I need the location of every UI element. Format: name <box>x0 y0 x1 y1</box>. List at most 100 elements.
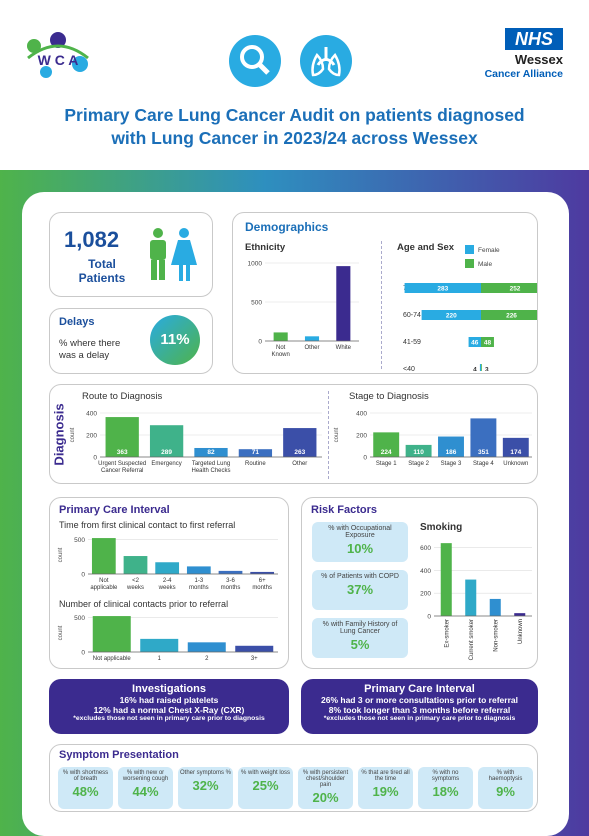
x-tick-label: 3-6 <box>226 578 235 584</box>
y-axis-label: count <box>58 547 64 562</box>
risk-stat-label: % of Patients with COPD <box>321 573 399 580</box>
x-tick-label: months <box>221 585 241 591</box>
risk-stat-value: 37% <box>346 582 374 597</box>
x-tick-label: White <box>336 345 352 351</box>
bar <box>502 437 529 457</box>
x-tick-label: Other <box>304 345 319 351</box>
stage-chart: 0 200 400 count 224 Stage 1 110 Stage 2 186 Stage… <box>334 411 532 467</box>
data-label: 186 <box>446 449 457 456</box>
risk-stat: % with Family History of Lung Cancer 5% <box>312 618 408 658</box>
x-tick-label: Stage 3 <box>441 461 462 467</box>
pci-summary-title: Primary Care Interval <box>364 683 475 695</box>
people-icon <box>150 228 197 281</box>
bar-male <box>481 283 537 293</box>
investigations-line2: 12% had a normal Chest X-Ray (CXR) <box>93 705 245 715</box>
symptom-stat-label: % with persistent chest/shoulder pain <box>302 770 349 788</box>
symptom-stat-label: % with weight loss <box>240 770 291 776</box>
symptom-stat: % with new or worsening cough 44% <box>118 767 173 809</box>
symptom-stat-label: % with no symptoms <box>431 770 460 782</box>
data-label: 71 <box>252 449 260 456</box>
demographics-box: Demographics Ethnicity Age and Sex 0 500 1… <box>232 212 538 374</box>
data-label: 252 <box>510 286 521 293</box>
pci-sub1: Time from first clinical contact to firs… <box>59 520 236 530</box>
bar <box>465 579 477 616</box>
y-tick-label: 400 <box>86 411 97 418</box>
symptom-stat-label: % with haemoptysis <box>488 770 523 782</box>
bar <box>218 570 243 574</box>
bar <box>514 613 526 616</box>
x-tick-label: 2 <box>205 656 209 662</box>
search-icon <box>229 35 281 87</box>
data-label: 48 <box>484 340 492 347</box>
delays-box: Delays % where there was a delay 11% <box>49 308 213 374</box>
y-tick-label: 60-74 <box>403 312 421 319</box>
y-tick-label: 500 <box>251 300 262 307</box>
agesex-title: Age and Sex <box>397 242 455 253</box>
symptom-stat-value: 20% <box>312 790 339 805</box>
data-label: 110 <box>413 449 424 456</box>
x-tick-label: Ex-smoker <box>444 619 450 648</box>
risk-stat: % of Patients with COPD 37% <box>312 570 408 610</box>
header: W C A NHS Wessex Cancer Alliance Primary… <box>0 0 589 170</box>
x-tick-label: applicable <box>90 585 118 591</box>
bar <box>238 449 273 457</box>
symptom-stat-label: % with new or worsening cough <box>122 770 169 782</box>
y-tick-label: <40 <box>403 366 415 371</box>
x-tick-label: 6+ <box>259 578 266 584</box>
x-tick-label: Routine <box>245 461 266 467</box>
symptom-stat-value: 9% <box>496 784 515 799</box>
divider <box>381 241 382 369</box>
x-tick-label: Stage 2 <box>408 461 429 467</box>
bar <box>92 616 131 652</box>
pci-title: Primary Care Interval <box>59 504 170 516</box>
y-tick-label: 41-59 <box>403 339 421 346</box>
diagnosis-box: Diagnosis Route to Diagnosis Stage to Di… <box>49 384 538 484</box>
page-title: Primary Care Lung Cancer Audit on patien… <box>64 105 525 148</box>
investigations-note: *excludes those not seen in primary care… <box>73 715 265 722</box>
x-tick-label: Cancer Referral <box>101 468 143 474</box>
nhs-logo: NHS <box>505 28 563 50</box>
x-tick-label: Stage 4 <box>473 461 494 467</box>
contacts-chart: 0 500 count Not applicable 1 2 3+ <box>58 615 278 662</box>
bar <box>283 428 317 457</box>
symptom-stat: % that are tired all the time 19% <box>358 767 413 809</box>
x-tick-label: months <box>252 585 272 591</box>
bar-female <box>404 283 481 293</box>
symptom-stat: % with persistent chest/shoulder pain 20% <box>298 767 353 809</box>
diagnosis-side-label: Diagnosis <box>51 403 67 466</box>
data-label: 263 <box>294 449 305 456</box>
x-tick-label: Targeted Lung <box>192 461 230 467</box>
data-label: 351 <box>478 449 489 456</box>
bar-male <box>481 337 494 347</box>
y-axis-label: count <box>334 427 340 442</box>
bar <box>250 571 275 574</box>
legend-swatch-male <box>465 259 474 268</box>
risk-box: Risk Factors % with Occupational Exposur… <box>301 497 538 669</box>
smoking-chart: 0 200 400 600 Ex-smoker Current smoker Non-smo… <box>420 543 532 660</box>
delays-value: 11% <box>150 315 200 365</box>
stage-title: Stage to Diagnosis <box>349 391 429 402</box>
y-tick-label: 0 <box>81 650 85 657</box>
symptom-stat-value: 19% <box>372 784 399 799</box>
bar <box>105 417 139 457</box>
bar <box>373 432 400 457</box>
y-tick-label: 0 <box>363 455 367 462</box>
y-tick-label: 400 <box>420 568 431 575</box>
y-tick-label: 400 <box>356 411 367 418</box>
bar <box>438 436 464 457</box>
symptom-stat: % with no symptoms 18% <box>418 767 473 809</box>
symptom-stat: % with shortness of breath 48% <box>58 767 113 809</box>
risk-stat: % with Occupational Exposure 10% <box>312 522 408 562</box>
bar <box>405 444 432 457</box>
investigations-line1: 16% had raised platelets <box>119 695 219 705</box>
pci-summary-note: *excludes those not seen in primary care… <box>323 715 516 722</box>
bar <box>194 447 228 457</box>
risk-stat-value: 5% <box>350 637 370 652</box>
total-box: 1,082 Total Patients <box>49 212 213 297</box>
y-tick-label: 500 <box>74 615 85 622</box>
x-tick-label: Known <box>271 352 289 358</box>
x-tick-label: Not <box>99 578 109 584</box>
bar <box>470 418 497 457</box>
total-label: Total Patients <box>78 257 126 285</box>
